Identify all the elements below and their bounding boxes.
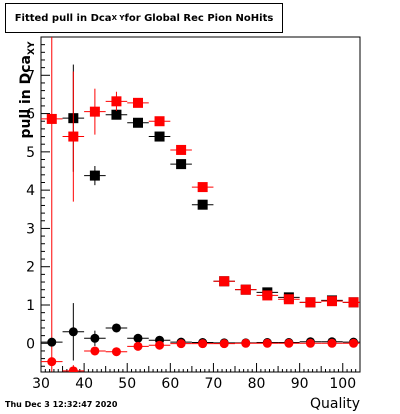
data-point-square bbox=[326, 296, 337, 307]
data-point-circle bbox=[305, 338, 315, 348]
data-point-circle bbox=[47, 337, 57, 347]
series-1 bbox=[41, 37, 360, 372]
x-tick-label: 60 bbox=[161, 376, 179, 392]
data-point-square bbox=[348, 297, 359, 308]
data-point-circle bbox=[262, 338, 272, 348]
y-tick-label: 1 bbox=[26, 298, 35, 314]
data-point-square bbox=[283, 294, 294, 305]
data-point-square bbox=[219, 276, 230, 287]
data-point-circle bbox=[111, 347, 121, 357]
data-point-square bbox=[154, 131, 165, 142]
data-point-circle bbox=[68, 327, 78, 337]
x-axis-label: Quality bbox=[309, 396, 360, 412]
y-tick-label: 6 bbox=[26, 107, 35, 123]
data-point-circle bbox=[111, 323, 121, 333]
chart-title-subscript: X Y bbox=[111, 14, 125, 22]
data-point-square bbox=[46, 113, 57, 124]
y-tick-label: 5 bbox=[26, 145, 35, 161]
y-tick-label: 0 bbox=[26, 336, 35, 352]
x-tick-label: 80 bbox=[248, 376, 266, 392]
y-tick-label: 3 bbox=[26, 221, 35, 237]
y-tick-label: 4 bbox=[26, 183, 35, 199]
data-point-circle bbox=[133, 341, 143, 351]
data-point-square bbox=[197, 182, 208, 193]
data-point-circle bbox=[68, 366, 78, 372]
data-point-circle bbox=[155, 340, 165, 350]
data-point-square bbox=[132, 117, 143, 128]
series-2 bbox=[41, 303, 360, 361]
y-tick-label: 2 bbox=[26, 260, 35, 276]
data-point-circle bbox=[133, 333, 143, 343]
data-point-circle bbox=[47, 357, 57, 367]
data-point-circle bbox=[90, 333, 100, 343]
data-point-square bbox=[176, 159, 187, 170]
data-point-circle bbox=[327, 338, 337, 348]
data-point-square bbox=[154, 116, 165, 127]
timestamp: Thu Dec 3 12:32:47 2020 bbox=[5, 400, 118, 409]
data-point-circle bbox=[349, 338, 359, 348]
x-tick-label: 100 bbox=[329, 376, 356, 392]
series-3 bbox=[41, 338, 360, 372]
x-tick-label: 40 bbox=[75, 376, 93, 392]
data-point-square bbox=[305, 297, 316, 308]
data-point-circle bbox=[90, 346, 100, 356]
x-tick-label: 90 bbox=[291, 376, 309, 392]
data-point-square bbox=[111, 109, 122, 120]
data-point-square bbox=[262, 290, 273, 301]
data-point-circle bbox=[176, 339, 186, 349]
data-point-circle bbox=[219, 339, 229, 349]
data-point-square bbox=[240, 284, 251, 295]
chart-title-text: Fitted pull in Dca bbox=[14, 12, 112, 24]
data-point-square bbox=[197, 199, 208, 210]
data-point-circle bbox=[284, 338, 294, 348]
data-point-square bbox=[132, 97, 143, 108]
data-point-square bbox=[176, 144, 187, 155]
data-point-square bbox=[89, 170, 100, 181]
data-point-circle bbox=[198, 339, 208, 349]
y-tick-label: 7 bbox=[26, 68, 35, 84]
data-point-square bbox=[68, 131, 79, 142]
chart-title-rest: for Global Rec Pion NoHits bbox=[124, 12, 274, 24]
chart-title: Fitted pull in Dca X Y for Global Rec Pio… bbox=[5, 3, 283, 33]
data-point-circle bbox=[241, 338, 251, 348]
x-tick-label: 30 bbox=[32, 376, 50, 392]
x-tick-label: 70 bbox=[205, 376, 223, 392]
data-point-square bbox=[111, 96, 122, 107]
data-point-square bbox=[89, 106, 100, 117]
x-tick-label: 50 bbox=[118, 376, 136, 392]
